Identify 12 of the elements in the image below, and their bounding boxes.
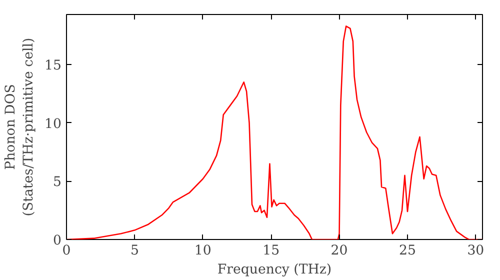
x-tick-label: 25 [399,244,416,258]
x-tick-label: 10 [194,244,212,258]
x-axis-title: Frequency (THz) [217,262,332,278]
y-tick-label: 10 [44,116,62,132]
x-tick-label: 5 [130,244,139,258]
x-tick-label: 15 [262,244,280,258]
x-tick-label: 20 [330,244,348,258]
y-tick-label: 5 [53,175,62,190]
y-tick-label: 0 [53,234,62,248]
y-tick-label: 15 [44,58,62,74]
y-axis-title: Phonon DOS (States/THz·primitive cell) [4,38,37,216]
x-tick-label: 30 [467,244,484,258]
